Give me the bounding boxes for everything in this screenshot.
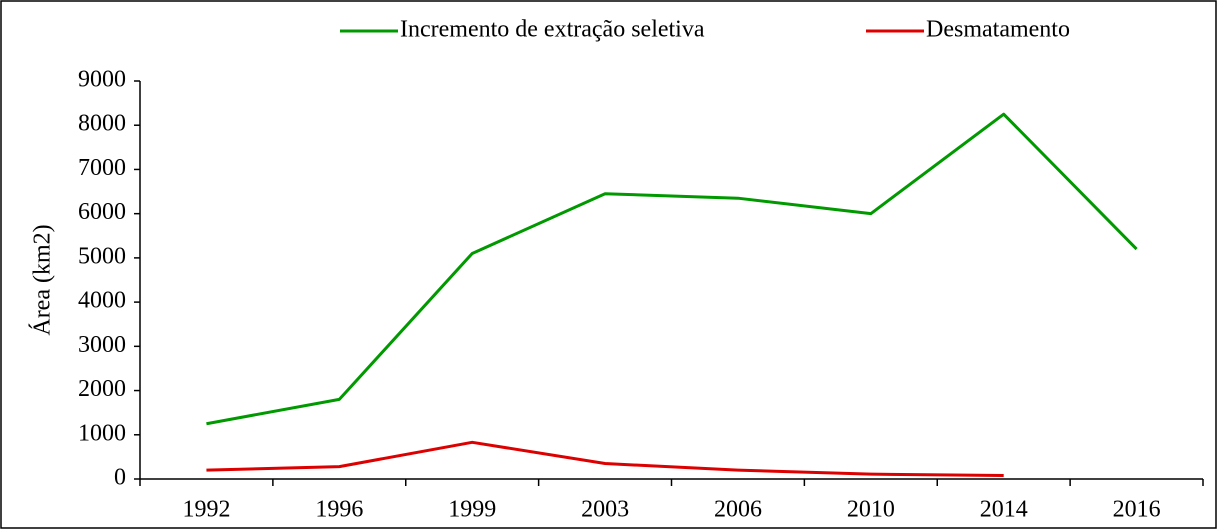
data-line <box>206 440 1004 477</box>
legend-label: Incremento de extração seletiva <box>400 17 705 43</box>
data-line <box>206 112 1138 426</box>
y-tick-label: 1000 <box>78 420 126 446</box>
x-tick-label: 2016 <box>1113 497 1161 523</box>
y-axis-label: Área (km2) <box>30 224 56 335</box>
y-tick-label: 3000 <box>78 332 126 358</box>
y-tick-label: 8000 <box>78 111 126 137</box>
y-tick-label: 2000 <box>78 376 126 402</box>
x-tick-label: 2003 <box>581 497 629 523</box>
y-tick-label: 0 <box>114 465 126 491</box>
x-tick-label: 2014 <box>980 497 1028 523</box>
x-tick-label: 2006 <box>714 497 762 523</box>
y-tick-label: 4000 <box>78 288 126 314</box>
y-tick-label: 5000 <box>78 243 126 269</box>
y-tick-label: 6000 <box>78 199 126 225</box>
x-tick-label: 1992 <box>182 497 230 523</box>
x-tick-label: 1999 <box>448 497 496 523</box>
y-tick-label: 7000 <box>78 155 126 181</box>
legend-label: Desmatamento <box>926 17 1070 43</box>
x-tick-label: 2010 <box>847 497 895 523</box>
x-tick-label: 1996 <box>315 497 363 523</box>
y-tick-label: 9000 <box>78 67 126 93</box>
